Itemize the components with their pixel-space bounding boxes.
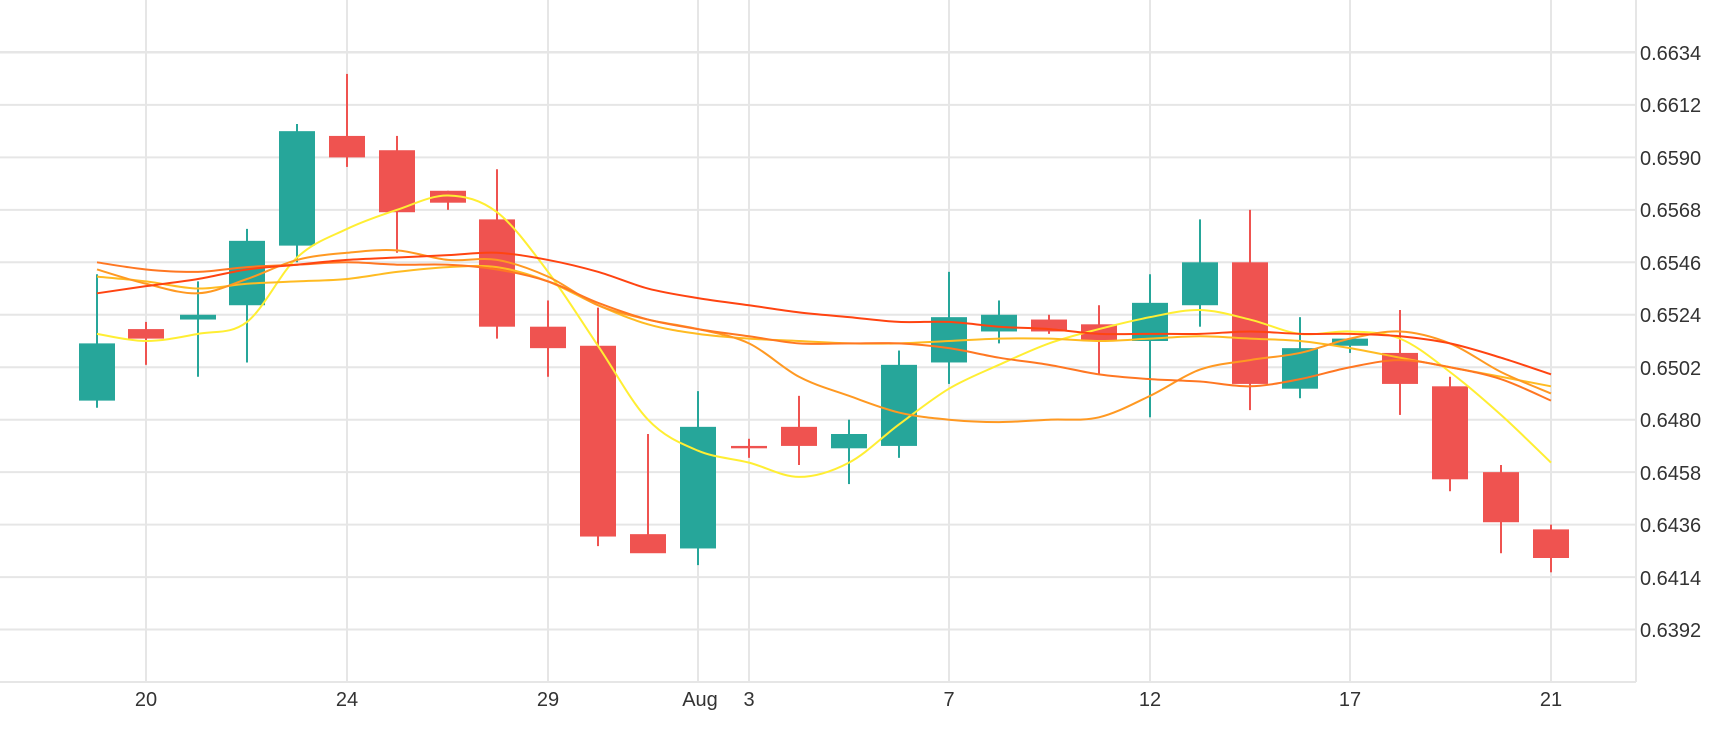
candle <box>180 281 216 377</box>
candle <box>479 169 515 339</box>
candle <box>1031 314 1067 334</box>
x-tick-label: Aug <box>682 689 718 711</box>
x-tick-label: 3 <box>743 689 754 711</box>
x-tick-label: 17 <box>1339 689 1361 711</box>
candle-body <box>1182 262 1218 306</box>
candle <box>1533 524 1569 573</box>
moving-average-line <box>96 251 1552 376</box>
candle <box>229 228 265 363</box>
candle-body <box>329 135 365 158</box>
candle <box>430 190 466 210</box>
candle <box>981 300 1017 344</box>
moving-average-line <box>96 261 1552 402</box>
candle-body <box>430 190 466 203</box>
candle-body <box>379 150 415 213</box>
moving-average-lines <box>96 194 1552 478</box>
candle-body <box>1533 529 1569 558</box>
candle <box>379 135 415 253</box>
y-tick-label: 0.6458 <box>1640 463 1701 485</box>
candle <box>128 321 164 365</box>
candle-body <box>731 445 767 449</box>
candle-body <box>781 426 817 446</box>
candle <box>731 438 767 458</box>
y-tick-label: 0.6502 <box>1640 358 1701 380</box>
candle <box>329 73 365 167</box>
y-gridlines <box>0 51 1636 631</box>
candle <box>831 419 867 485</box>
candle <box>1332 338 1368 353</box>
y-tick-label: 0.6436 <box>1640 515 1701 537</box>
candle-body <box>279 131 315 246</box>
y-tick-label: 0.6414 <box>1640 568 1701 590</box>
y-tick-label: 0.6568 <box>1640 200 1701 222</box>
y-tick-label: 0.6634 <box>1640 43 1701 65</box>
candle-body <box>1432 386 1468 480</box>
candle-body <box>1332 338 1368 346</box>
candle <box>1182 219 1218 327</box>
candle <box>1432 376 1468 492</box>
candle-body <box>1132 302 1168 341</box>
candle-body <box>1483 472 1519 523</box>
y-tick-label: 0.6480 <box>1640 410 1701 432</box>
candle-body <box>630 534 666 554</box>
candle <box>1483 465 1519 554</box>
candle <box>1282 317 1318 399</box>
candles <box>79 73 1569 573</box>
x-axis-ticks: 20 24 29 Aug 3 7 12 17 21 <box>135 689 1562 711</box>
x-tick-label: 29 <box>537 689 559 711</box>
candle-body <box>680 426 716 549</box>
x-tick-label: 12 <box>1139 689 1161 711</box>
y-tick-label: 0.6524 <box>1640 305 1701 327</box>
candle-body <box>831 434 867 449</box>
x-tick-label: 21 <box>1540 689 1562 711</box>
candle-body <box>1031 319 1067 332</box>
candle-body <box>128 329 164 339</box>
candle <box>1081 305 1117 375</box>
candle-body <box>180 314 216 320</box>
candle <box>1382 310 1418 415</box>
moving-average-line <box>96 194 1552 478</box>
x-tick-label: 7 <box>943 689 954 711</box>
moving-average-line <box>96 249 1552 424</box>
candle-body <box>79 343 115 401</box>
candle-body <box>530 326 566 349</box>
y-tick-label: 0.6590 <box>1640 148 1701 170</box>
y-tick-label: 0.6612 <box>1640 95 1701 117</box>
candle <box>279 124 315 263</box>
x-tick-label: 24 <box>336 689 358 711</box>
candle <box>530 300 566 377</box>
candle-body <box>1081 324 1117 341</box>
candle-body <box>881 364 917 446</box>
moving-average-line <box>96 264 1552 388</box>
candle <box>79 274 115 408</box>
y-tick-label: 0.6392 <box>1640 620 1701 642</box>
y-tick-label: 0.6546 <box>1640 253 1701 275</box>
candle <box>630 434 666 554</box>
x-tick-label: 20 <box>135 689 157 711</box>
candle-body <box>479 219 515 327</box>
y-axis-ticks: 0.6392 0.6414 0.6436 0.6458 0.6480 0.650… <box>1640 43 1701 642</box>
candle <box>680 391 716 566</box>
candle-body <box>981 314 1017 332</box>
candle <box>781 395 817 465</box>
candle-body <box>229 240 265 306</box>
candle-body <box>580 345 616 537</box>
candle <box>1232 209 1268 411</box>
candle <box>580 307 616 547</box>
candle <box>881 350 917 458</box>
